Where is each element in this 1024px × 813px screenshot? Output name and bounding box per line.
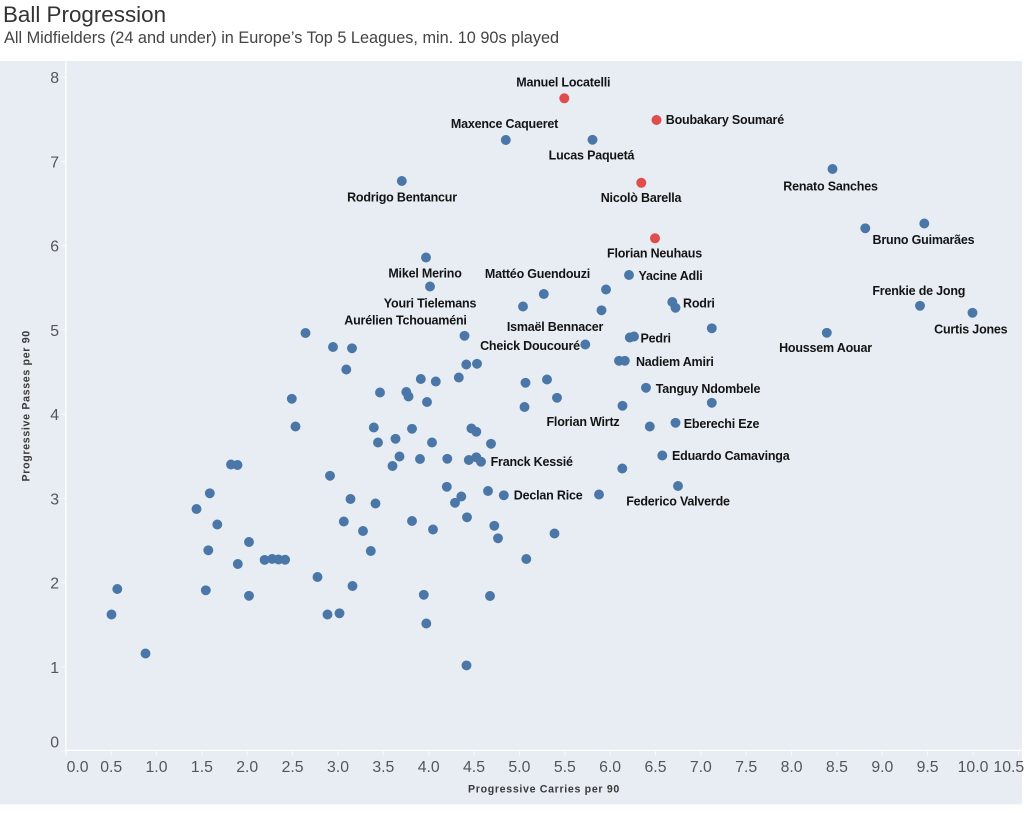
- svg-text:Rodrigo Bentancur: Rodrigo Bentancur: [347, 190, 457, 204]
- svg-text:Tanguy Ndombele: Tanguy Ndombele: [656, 382, 761, 396]
- svg-text:Houssem Aouar: Houssem Aouar: [779, 341, 872, 355]
- svg-text:Aurélien Tchouaméni: Aurélien Tchouaméni: [344, 314, 466, 328]
- svg-text:Franck Kessié: Franck Kessié: [491, 455, 573, 469]
- svg-text:Rodri: Rodri: [683, 296, 715, 310]
- svg-text:8.5: 8.5: [826, 759, 848, 776]
- svg-text:Yacine Adli: Yacine Adli: [639, 269, 703, 283]
- svg-text:6.0: 6.0: [599, 759, 621, 776]
- svg-text:5: 5: [50, 323, 59, 340]
- svg-text:Bruno Guimarães: Bruno Guimarães: [873, 233, 975, 247]
- svg-text:0: 0: [50, 735, 59, 752]
- svg-text:Ismaël Bennacer: Ismaël Bennacer: [507, 320, 604, 334]
- svg-text:Lucas Paquetá: Lucas Paquetá: [549, 148, 635, 162]
- svg-text:7: 7: [50, 154, 59, 171]
- svg-text:2.5: 2.5: [282, 759, 304, 776]
- svg-text:Mikel Merino: Mikel Merino: [388, 266, 462, 280]
- svg-text:1.5: 1.5: [191, 759, 213, 776]
- svg-text:7.0: 7.0: [690, 759, 712, 776]
- svg-text:4.0: 4.0: [418, 759, 440, 776]
- svg-text:8: 8: [50, 70, 59, 87]
- svg-text:Progressive Carries per 90: Progressive Carries per 90: [468, 784, 620, 796]
- svg-text:8.0: 8.0: [781, 759, 803, 776]
- svg-text:Mattéo Guendouzi: Mattéo Guendouzi: [485, 267, 590, 281]
- svg-text:Cheick Doucouré: Cheick Doucouré: [480, 339, 580, 353]
- svg-text:Frenkie de Jong: Frenkie de Jong: [872, 284, 965, 298]
- svg-text:6.5: 6.5: [645, 759, 667, 776]
- svg-text:3: 3: [50, 491, 59, 508]
- svg-text:4: 4: [50, 407, 59, 424]
- svg-text:0.0: 0.0: [67, 759, 89, 776]
- svg-text:6: 6: [50, 239, 59, 256]
- svg-text:Renato Sanches: Renato Sanches: [783, 179, 878, 193]
- svg-text:Progressive Passes per 90: Progressive Passes per 90: [21, 330, 33, 481]
- svg-text:10.5: 10.5: [993, 759, 1024, 776]
- svg-text:Eduardo Camavinga: Eduardo Camavinga: [672, 449, 791, 463]
- svg-text:Florian Neuhaus: Florian Neuhaus: [607, 247, 702, 261]
- svg-text:3.5: 3.5: [372, 759, 394, 776]
- svg-text:9.5: 9.5: [917, 759, 939, 776]
- svg-text:Nadiem Amiri: Nadiem Amiri: [636, 355, 714, 369]
- svg-text:Curtis Jones: Curtis Jones: [934, 322, 1008, 336]
- svg-text:Eberechi Eze: Eberechi Eze: [684, 417, 760, 431]
- svg-text:4.5: 4.5: [463, 759, 485, 776]
- svg-text:1: 1: [50, 660, 59, 677]
- svg-text:3.0: 3.0: [327, 759, 349, 776]
- svg-text:Pedri: Pedri: [641, 331, 671, 345]
- svg-text:9.0: 9.0: [871, 759, 893, 776]
- svg-text:Maxence Caqueret: Maxence Caqueret: [451, 117, 559, 131]
- svg-text:Federico Valverde: Federico Valverde: [626, 495, 730, 509]
- svg-text:2: 2: [50, 576, 59, 593]
- svg-text:Declan Rice: Declan Rice: [514, 488, 583, 502]
- svg-text:Youri Tielemans: Youri Tielemans: [384, 296, 477, 310]
- svg-text:10.0: 10.0: [958, 759, 989, 776]
- svg-text:7.5: 7.5: [735, 759, 757, 776]
- svg-text:Manuel Locatelli: Manuel Locatelli: [516, 75, 610, 89]
- svg-text:5.5: 5.5: [554, 759, 576, 776]
- svg-text:Boubakary Soumaré: Boubakary Soumaré: [666, 113, 784, 127]
- svg-text:2.0: 2.0: [236, 759, 258, 776]
- svg-text:1.0: 1.0: [146, 759, 168, 776]
- svg-text:Nicolò Barella: Nicolò Barella: [601, 191, 683, 205]
- svg-text:5.0: 5.0: [508, 759, 530, 776]
- svg-text:0.5: 0.5: [100, 759, 122, 776]
- svg-text:Florian Wirtz: Florian Wirtz: [547, 415, 620, 429]
